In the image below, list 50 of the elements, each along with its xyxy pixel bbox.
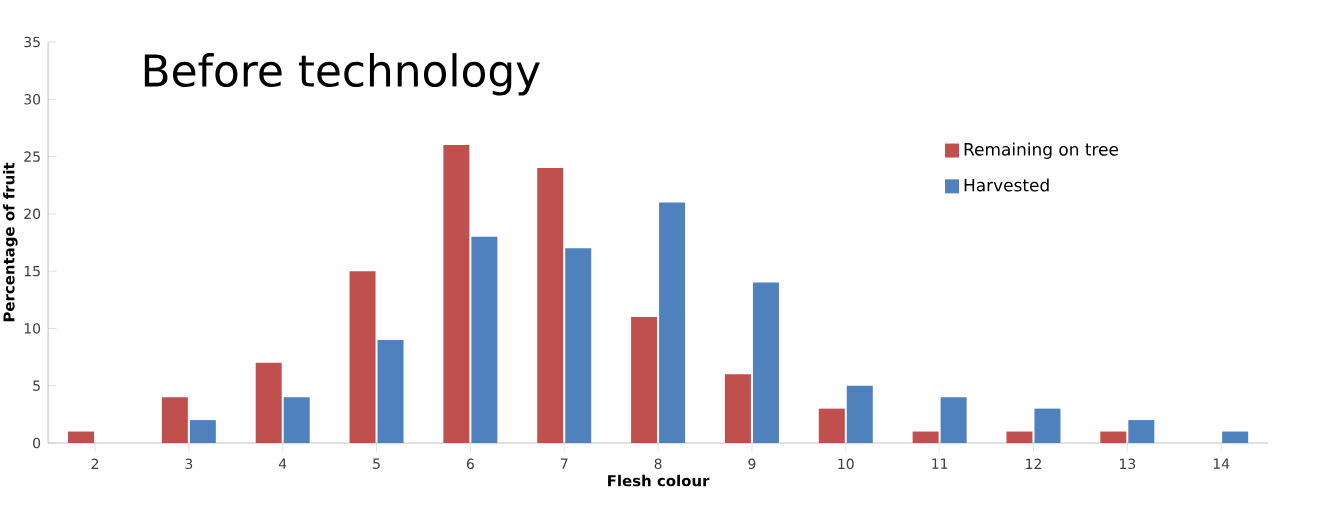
bar <box>912 431 939 443</box>
bar <box>940 397 967 443</box>
x-tick-label: 12 <box>1026 458 1041 469</box>
bar <box>752 282 779 443</box>
bar <box>1222 431 1249 443</box>
y-tick-label: 10 <box>24 323 41 334</box>
x-tick-label: 11 <box>932 458 948 469</box>
bar <box>349 271 376 443</box>
bar <box>1034 408 1061 443</box>
x-tick-label: 13 <box>1119 458 1136 470</box>
x-tick-label: 8 <box>654 458 662 470</box>
bar <box>189 420 216 443</box>
bar <box>1100 431 1127 443</box>
y-tick-label: 0 <box>33 437 41 449</box>
y-tick-label: 5 <box>33 380 40 391</box>
legend-label: Remaining on tree <box>964 142 1119 159</box>
y-tick-label: 20 <box>24 208 41 220</box>
y-tick-label: 30 <box>24 94 41 105</box>
bar <box>68 431 94 443</box>
x-tick-label: 5 <box>373 458 380 469</box>
x-tick-label: 14 <box>1213 458 1230 469</box>
bar <box>565 248 592 443</box>
x-tick-label: 10 <box>838 458 854 470</box>
bar <box>161 397 188 443</box>
bar <box>537 168 564 443</box>
x-tick-label: 7 <box>560 458 568 469</box>
x-tick-label: 3 <box>185 458 193 470</box>
chart-title: Before technology <box>144 53 540 96</box>
bar <box>1128 420 1155 443</box>
bar <box>1006 431 1033 443</box>
y-tick-label: 25 <box>24 151 40 162</box>
bar <box>724 374 751 443</box>
legend-label: Harvested <box>964 178 1049 192</box>
x-tick-label: 6 <box>466 458 474 470</box>
bar <box>818 408 845 443</box>
y-tick-label: 35 <box>24 36 40 48</box>
bar <box>283 397 310 443</box>
bar <box>255 362 282 443</box>
y-tick-label: 15 <box>24 265 40 277</box>
bar <box>471 236 498 443</box>
bar <box>377 339 404 443</box>
y-axis-title: Percentage of fruit <box>3 162 18 322</box>
bar <box>631 316 658 443</box>
bar <box>443 145 470 443</box>
bar <box>846 385 873 443</box>
x-tick-label: 9 <box>748 458 756 470</box>
x-axis-title: Flesh colour <box>608 474 710 487</box>
bar <box>659 202 686 443</box>
x-tick-label: 4 <box>278 458 287 469</box>
x-tick-label: 2 <box>91 458 99 469</box>
